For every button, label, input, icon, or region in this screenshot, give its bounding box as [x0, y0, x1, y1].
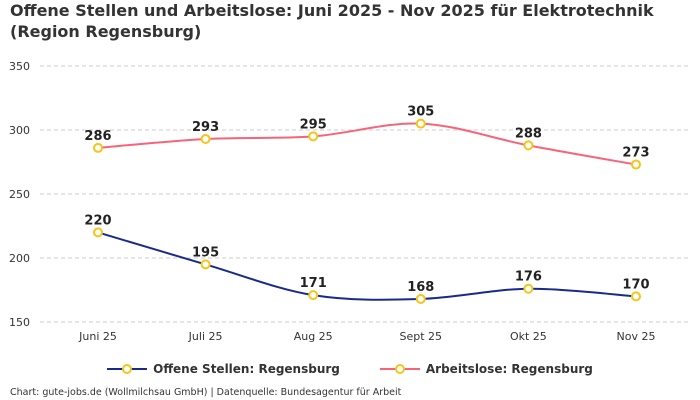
legend: Offene Stellen: Regensburg Arbeitslose: R… [0, 362, 700, 376]
chart-title: Offene Stellen und Arbeitslose: Juni 202… [10, 1, 654, 41]
data-point [200, 133, 211, 144]
data-point [93, 142, 103, 153]
y-tick-label: 350 [9, 60, 30, 73]
data-label: 273 [622, 146, 649, 161]
data-label: 220 [84, 213, 111, 228]
data-label: 286 [84, 129, 111, 144]
legend-label: Arbeitslose: Regensburg [425, 362, 593, 376]
legend-item[interactable]: Arbeitslose: Regensburg [379, 362, 593, 376]
data-label: 293 [192, 120, 219, 135]
legend-line-icon [107, 364, 148, 374]
x-tick-label: Nov 25 [617, 330, 656, 343]
data-point [308, 290, 319, 301]
data-point [415, 118, 426, 129]
data-point [523, 140, 534, 151]
data-label: 295 [300, 117, 327, 132]
y-tick-label: 200 [9, 252, 30, 265]
data-label: 176 [515, 270, 542, 285]
data-label: 168 [407, 280, 434, 295]
data-label: 305 [407, 105, 434, 120]
data-label: 288 [515, 126, 542, 141]
data-point [415, 293, 426, 304]
data-point [93, 227, 103, 238]
x-tick-label: Juli 25 [188, 330, 223, 343]
data-point [523, 283, 534, 294]
x-tick-label: Okt 25 [510, 330, 547, 343]
y-tick-label: 150 [9, 316, 30, 329]
chart-footer: Chart: gute-jobs.de (Wollmilchsau GmbH) … [10, 387, 402, 398]
data-point [631, 159, 641, 170]
x-tick-label: Sept 25 [400, 330, 443, 343]
data-label: 195 [192, 245, 219, 260]
legend-label: Offene Stellen: Regensburg [153, 362, 340, 376]
data-point [200, 259, 211, 270]
series-line [97, 231, 637, 301]
data-label: 171 [300, 276, 327, 291]
x-tick-label: Aug 25 [294, 330, 333, 343]
y-tick-label: 250 [9, 188, 30, 201]
y-tick-label: 300 [9, 124, 30, 137]
x-tick-label: Juni 25 [78, 330, 117, 343]
data-point [308, 131, 319, 142]
data-point [631, 291, 641, 302]
legend-item[interactable]: Offene Stellen: Regensburg [107, 362, 340, 376]
series-line [97, 122, 637, 166]
legend-line-icon [379, 364, 420, 374]
data-label: 170 [622, 277, 649, 292]
